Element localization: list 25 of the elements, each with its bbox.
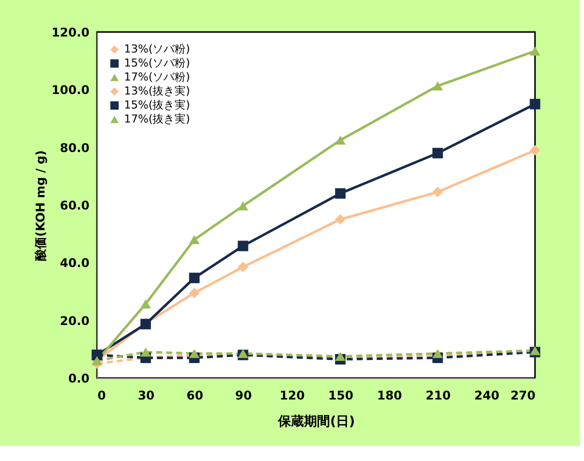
x-tick-label: 180 bbox=[376, 388, 402, 402]
x-tick-label: 60 bbox=[186, 388, 204, 402]
y-tick-label: 60.0 bbox=[60, 198, 90, 212]
y-tick-label: 80.0 bbox=[60, 140, 90, 155]
legend-label: 15%(ソバ粉) bbox=[124, 56, 190, 70]
legend-label: 13%(ソバ粉) bbox=[124, 42, 190, 56]
y-tick-label: 20.0 bbox=[60, 314, 90, 328]
y-tick-label: 100.0 bbox=[52, 83, 90, 98]
y-axis-title: 酸価(KOH mg / g) bbox=[34, 150, 48, 261]
x-tick-label: 90 bbox=[235, 388, 252, 402]
y-tick-label: 40.0 bbox=[60, 256, 90, 270]
x-tick-label: 120 bbox=[280, 388, 305, 402]
x-tick-label: 0 bbox=[98, 388, 106, 402]
y-tick-label: 0.0 bbox=[68, 372, 90, 386]
x-tick-label: 270 bbox=[510, 388, 536, 402]
legend-label: 17%(ソバ粉) bbox=[124, 70, 190, 84]
legend-label: 17%(抜き実) bbox=[124, 112, 190, 126]
x-tick-label: 150 bbox=[328, 388, 354, 402]
x-tick-label: 240 bbox=[474, 388, 500, 402]
y-tick-label: 120.0 bbox=[52, 26, 90, 40]
x-axis-title: 保蔵期間(日) bbox=[277, 414, 355, 430]
legend-label: 15%(抜き実) bbox=[124, 98, 190, 112]
x-tick-label: 30 bbox=[138, 388, 155, 402]
x-tick-label: 210 bbox=[426, 388, 451, 402]
legend-label: 13%(抜き実) bbox=[124, 84, 190, 98]
